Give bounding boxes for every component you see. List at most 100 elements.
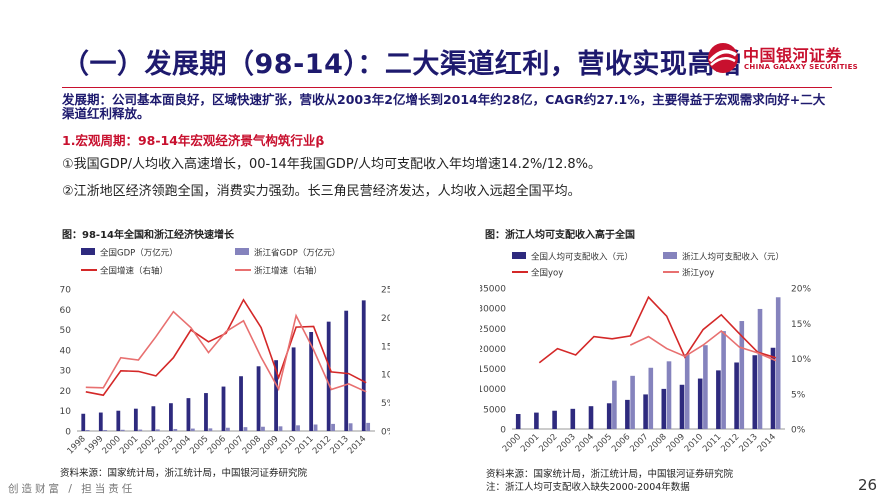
x-tick-label: 2011 (701, 432, 723, 454)
bar (98, 412, 103, 431)
bar (226, 427, 230, 431)
bar (261, 426, 265, 431)
chart-income-per-capita: 全国人均可支配收入（元） 浙江人均可支配收入（元） 全国yoy 浙江yoy 0 5000 1… (480, 252, 811, 455)
galaxy-logo-icon (708, 43, 738, 73)
bar (734, 362, 739, 429)
x-tick-label: 2014 (346, 434, 368, 455)
title-divider (62, 87, 832, 88)
y2-tick-label: 25% (381, 286, 390, 296)
bar (770, 347, 776, 429)
y2-tick-label: 20% (791, 285, 811, 295)
x-tick-label: 2003 (555, 432, 577, 454)
series-line (629, 329, 777, 362)
bar (173, 428, 178, 431)
y-tick-label: 60 (60, 306, 72, 316)
bar (331, 423, 335, 431)
y-tick-label: 30 (60, 367, 72, 377)
legend-label: 浙江省GDP（万亿元） (254, 248, 340, 259)
y-tick-label: 10000 (480, 385, 506, 395)
chart-title-right: 图：浙江人均可支配收入高于全国 (485, 230, 635, 241)
bar (612, 380, 617, 429)
y-tick-label: 35000 (480, 285, 506, 295)
bar (116, 410, 121, 431)
bar (661, 388, 667, 429)
legend-label: 全国增速（右轴） (100, 266, 168, 277)
bar (552, 410, 557, 429)
chart-gdp-growth: 全国GDP（万亿元） 浙江省GDP（万亿元） 全国增速（右轴） 浙江增速（右轴） 0 10… (60, 248, 390, 456)
chart-source-left: 资料来源：国家统计局，浙江统计局，中国银河证券研究院 (60, 468, 308, 479)
y2-tick-label: 15% (381, 342, 390, 352)
y2-tick-label: 20% (381, 314, 390, 324)
x-tick-label: 2006 (610, 432, 632, 454)
legend-swatch (81, 248, 95, 255)
legend-swatch (235, 248, 249, 255)
series-line (85, 310, 367, 393)
footer-slogan: 创造财富 / 担当责任 (8, 483, 136, 495)
legend-label: 浙江人均可支配收入（元） (682, 252, 784, 263)
bar (296, 425, 300, 431)
x-tick-label: 2012 (719, 432, 741, 454)
bar (291, 347, 296, 431)
y-tick-label: 25000 (480, 325, 506, 335)
bar (186, 398, 191, 431)
y2-tick-label: 10% (381, 371, 390, 381)
bar (155, 429, 160, 431)
bar (313, 424, 318, 431)
company-logo: 中国银河证券 CHINA GALAXY SECURITIES (705, 40, 858, 78)
y-tick-label: 70 (60, 286, 72, 296)
bar (348, 423, 353, 431)
y-tick-label: 50 (60, 326, 72, 336)
x-tick-label: 2001 (519, 432, 541, 454)
bar (721, 331, 726, 429)
bar (630, 375, 635, 429)
section-heading: 1.宏观周期：98-14年宏观经济景气构筑行业β (62, 133, 325, 148)
bar (221, 386, 226, 431)
bullet-point-1: ①我国GDP/人均收入高速增长，00-14年我国GDP/人均可支配收入年均增速1… (62, 157, 602, 172)
y-tick-label: 30000 (480, 305, 506, 315)
y2-tick-label: 0% (791, 426, 806, 436)
series-line (85, 298, 367, 397)
bar (570, 408, 576, 429)
legend-label: 全国GDP（万亿元） (100, 248, 178, 259)
bar (151, 406, 156, 431)
bar (515, 414, 521, 429)
y-tick-label: 20 (60, 387, 72, 397)
bar (757, 308, 763, 429)
bar (697, 378, 703, 429)
bar (208, 428, 213, 431)
bar (274, 360, 278, 431)
bar (606, 403, 612, 429)
x-tick-label: 2008 (646, 432, 668, 454)
bar (81, 413, 86, 431)
bullet-point-2: ②江浙地区经济领跑全国，消费实力强劲。长三角民营经济发达，人均收入远超全国平均。 (62, 184, 581, 199)
bar (256, 366, 261, 431)
bar (239, 376, 243, 431)
series-line (538, 295, 777, 364)
legend-swatch (663, 252, 677, 259)
legend-label: 浙江增速（右轴） (254, 266, 322, 277)
legend-label: 全国人均可支配收入（元） (531, 252, 633, 263)
y-tick-label: 0 (65, 428, 71, 438)
bar (204, 393, 208, 431)
bar (366, 422, 371, 431)
x-tick-label: 2007 (628, 432, 650, 454)
x-tick-label: 2002 (537, 432, 559, 454)
y-tick-label: 40 (60, 346, 72, 356)
x-tick-label: 2004 (574, 432, 596, 454)
intro-paragraph: 发展期：公司基本面良好，区域快速扩张，营收从2003年2亿增长到2014年约28… (62, 92, 826, 121)
bar (103, 429, 108, 431)
x-tick-label: 2010 (683, 432, 705, 454)
legend-label: 全国yoy (531, 268, 563, 279)
legend-swatch (512, 252, 526, 259)
logo-text-cn: 中国银河证券 (743, 46, 843, 65)
y-tick-label: 15000 (480, 365, 506, 375)
x-tick-label: 2009 (665, 432, 687, 454)
y-tick-label: 20000 (480, 345, 506, 355)
bar (684, 354, 690, 429)
y2-tick-label: 0% (381, 428, 390, 438)
bar (588, 406, 594, 429)
bar (309, 332, 314, 431)
logo-text-en: CHINA GALAXY SECURITIES (744, 63, 858, 71)
x-tick-label: 2005 (592, 432, 614, 454)
chart-source-right: 资料来源：国家统计局，浙江统计局，中国银河证券研究院 (486, 469, 734, 480)
